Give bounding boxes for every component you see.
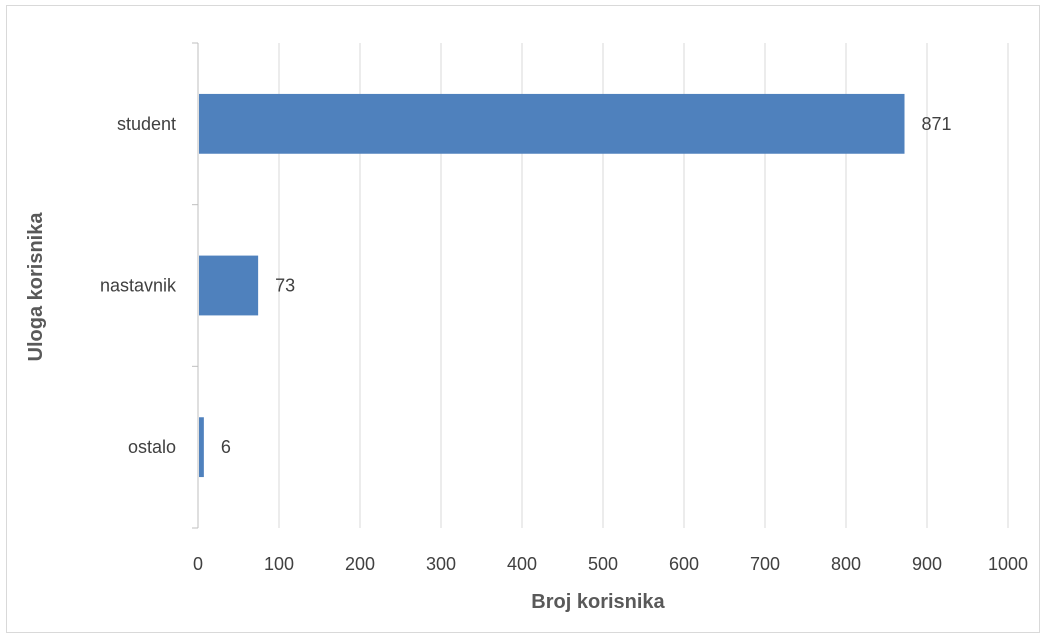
x-tick-label: 900 [912, 554, 942, 574]
y-axis-title: Uloga korisnika [25, 212, 47, 362]
x-axis-title: Broj korisnika [531, 591, 665, 613]
x-tick-label: 0 [193, 554, 203, 574]
data-label: 871 [922, 114, 952, 134]
x-tick-label: 800 [831, 554, 861, 574]
bar-ostalo [199, 417, 204, 478]
bar-nastavnik [199, 255, 259, 316]
x-tick-label: 600 [669, 554, 699, 574]
bars [199, 93, 905, 478]
x-tick-label: 400 [507, 554, 537, 574]
category-label: student [117, 114, 176, 134]
data-label: 6 [221, 437, 231, 457]
x-tick-label: 700 [750, 554, 780, 574]
data-label: 73 [275, 276, 295, 296]
category-label: nastavnik [100, 276, 177, 296]
x-tick-label: 300 [426, 554, 456, 574]
labels: 0 100 200 300 400 500 600 700 800 900 1000 student 8… [100, 114, 1028, 574]
y-axis [192, 42, 199, 529]
bar-student [199, 93, 905, 154]
category-label: ostalo [128, 437, 176, 457]
x-tick-label: 1000 [988, 554, 1028, 574]
x-tick-label: 500 [588, 554, 618, 574]
x-tick-label: 100 [264, 554, 294, 574]
x-tick-label: 200 [345, 554, 375, 574]
